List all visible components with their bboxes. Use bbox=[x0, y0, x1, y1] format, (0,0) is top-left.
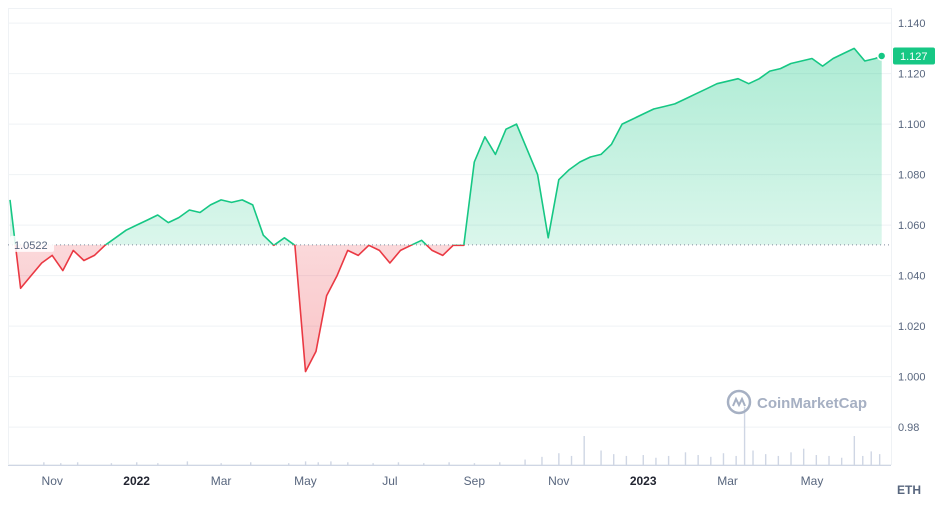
volume-bar bbox=[397, 462, 400, 465]
volume-bar bbox=[330, 461, 332, 465]
volume-bar bbox=[304, 461, 307, 465]
x-tick-label-4: Jul bbox=[382, 474, 397, 488]
y-tick-label-3: 1.080 bbox=[898, 170, 926, 182]
price-line-up bbox=[9, 47, 882, 245]
volume-bar bbox=[541, 456, 543, 465]
volume-bar bbox=[317, 462, 319, 465]
volume-bar bbox=[43, 462, 45, 465]
y-tick-label-8: 0.98 bbox=[898, 422, 919, 434]
volume-bar bbox=[448, 462, 450, 465]
x-tick-label-1: 2022 bbox=[123, 474, 150, 488]
y-tick-label-6: 1.020 bbox=[898, 321, 926, 333]
volume-bar bbox=[642, 455, 644, 465]
volume-bar bbox=[220, 463, 222, 465]
volume-bar bbox=[157, 463, 159, 465]
volume-bar bbox=[862, 455, 864, 465]
volume-bar bbox=[667, 455, 670, 465]
baseline-label: 1.0522 bbox=[10, 235, 54, 252]
y-tick-label-5: 1.040 bbox=[898, 271, 926, 283]
volume-bar bbox=[777, 455, 780, 465]
watermark-text: CoinMarketCap bbox=[757, 395, 867, 412]
baseline-value: 1.0522 bbox=[14, 240, 48, 252]
volume-bar bbox=[840, 457, 843, 465]
y-tick-label-7: 1.000 bbox=[898, 372, 926, 384]
price-line-down bbox=[14, 244, 465, 373]
volume-bar bbox=[524, 459, 526, 465]
volume-bar bbox=[710, 456, 712, 465]
volume-bar bbox=[499, 462, 501, 465]
x-tick-label-8: Mar bbox=[717, 474, 738, 488]
volume-bar bbox=[250, 462, 252, 465]
volume-bar bbox=[752, 450, 754, 465]
volume-bar bbox=[583, 436, 585, 465]
volume-bar bbox=[764, 454, 767, 465]
volume-bar bbox=[697, 455, 699, 465]
volume-bar bbox=[600, 450, 602, 465]
volume-bar bbox=[828, 455, 830, 465]
volume-bar bbox=[655, 457, 657, 465]
volume-bar bbox=[347, 462, 349, 465]
volume-bar bbox=[684, 452, 687, 465]
volume-bar bbox=[372, 463, 374, 465]
volume-bar bbox=[558, 453, 560, 465]
volume-bar bbox=[287, 463, 290, 465]
x-axis: Nov 2022 Mar May Jul Sep Nov 2023 Mar May bbox=[42, 474, 824, 488]
volume-bar bbox=[802, 448, 805, 465]
coinmarketcap-logo-mark bbox=[732, 396, 746, 408]
volume-bar bbox=[186, 461, 189, 465]
volume-bar bbox=[110, 463, 113, 465]
volume-bar bbox=[735, 455, 737, 465]
x-tick-label-7: 2023 bbox=[630, 474, 657, 488]
volume-bar bbox=[870, 451, 872, 465]
y-axis: 1.140 1.120 1.100 1.080 1.060 1.040 1.020 1.000… bbox=[898, 18, 926, 434]
volume-bars bbox=[43, 407, 881, 465]
volume-bar bbox=[423, 463, 425, 465]
x-tick-label-5: Sep bbox=[464, 474, 486, 488]
y-tick-label-1: 1.120 bbox=[898, 69, 926, 81]
y-tick-label-2: 1.100 bbox=[898, 119, 926, 131]
volume-bar bbox=[473, 463, 476, 465]
volume-bar bbox=[613, 454, 615, 465]
x-tick-label-6: Nov bbox=[548, 474, 569, 488]
volume-bar bbox=[60, 463, 62, 465]
volume-bar bbox=[136, 462, 138, 465]
x-tick-label-9: May bbox=[801, 474, 824, 488]
volume-bar bbox=[815, 455, 818, 465]
unit-label: ETH bbox=[897, 483, 921, 497]
volume-bar bbox=[790, 452, 792, 465]
x-tick-label-0: Nov bbox=[42, 474, 63, 488]
volume-bar bbox=[722, 453, 725, 465]
current-price-dot bbox=[876, 51, 887, 61]
coinmarketcap-logo-icon bbox=[726, 389, 752, 415]
x-tick-label-3: May bbox=[294, 474, 317, 488]
y-tick-label-0: 1.140 bbox=[898, 18, 926, 30]
plot-frame bbox=[8, 8, 892, 465]
volume-bar bbox=[878, 454, 881, 465]
watermark: CoinMarketCap bbox=[726, 389, 867, 415]
volume-bar bbox=[76, 462, 79, 465]
volume-bar bbox=[853, 436, 856, 465]
current-price-value: 1.127 bbox=[900, 51, 928, 63]
y-tick-label-4: 1.060 bbox=[898, 220, 926, 232]
x-tick-label-2: Mar bbox=[211, 474, 232, 488]
volume-bar bbox=[570, 455, 573, 465]
volume-bar bbox=[743, 407, 746, 465]
area-above-baseline bbox=[10, 48, 882, 245]
area-below-baseline bbox=[15, 244, 464, 372]
current-price-tag: 1.127 bbox=[893, 47, 935, 65]
volume-bar bbox=[625, 455, 628, 465]
